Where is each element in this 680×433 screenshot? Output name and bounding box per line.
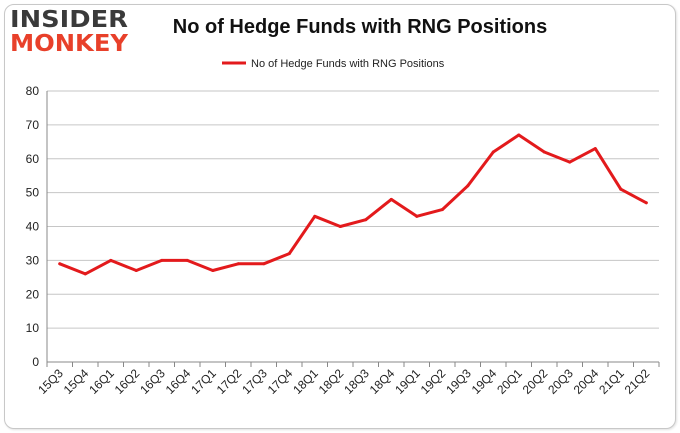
x-tick-label: 18Q1: [290, 366, 321, 397]
chart-title: No of Hedge Funds with RNG Positions: [173, 16, 547, 38]
data-point: [644, 201, 648, 205]
data-point: [466, 184, 470, 188]
data-point: [287, 252, 291, 256]
data-point: [262, 262, 266, 266]
data-point: [517, 133, 521, 137]
data-point: [542, 150, 546, 154]
data-point: [491, 150, 495, 154]
data-point: [313, 214, 317, 218]
data-point: [134, 269, 138, 273]
data-point: [338, 225, 342, 228]
x-tick-label: 20Q1: [494, 366, 525, 397]
y-tick-label: 40: [26, 220, 40, 234]
x-tick-label: 18Q4: [367, 366, 398, 397]
data-point: [389, 197, 393, 201]
y-tick-labels: 0 10 20 30 40 50 60 70 80: [26, 84, 40, 369]
data-point: [440, 208, 444, 212]
legend-label: No of Hedge Funds with RNG Positions: [251, 58, 445, 70]
data-point: [58, 262, 62, 266]
x-tick-label: 20Q3: [545, 366, 576, 397]
data-point: [568, 160, 572, 164]
y-tick-label: 30: [26, 253, 40, 267]
data-point: [109, 258, 113, 262]
insider-monkey-logo: INSIDER MONKEY: [10, 7, 128, 57]
logo-line2: MONKEY: [10, 31, 128, 57]
data-point: [160, 258, 164, 262]
x-tick-label: 16Q3: [137, 366, 168, 397]
y-tick-label: 20: [26, 287, 40, 301]
data-point: [236, 262, 240, 266]
y-tick-label: 70: [26, 118, 40, 132]
x-tick-label: 17Q3: [239, 366, 270, 397]
y-tick-label: 10: [26, 321, 40, 335]
data-point: [415, 214, 419, 218]
data-point: [185, 258, 189, 262]
x-tick-label: 15Q4: [61, 366, 92, 397]
x-tick-label: 21Q1: [596, 366, 627, 397]
chart-frame: [4, 4, 676, 429]
x-tick-label: 16Q2: [112, 366, 143, 397]
x-tick-label: 17Q2: [214, 366, 245, 397]
x-tick-label: 16Q4: [163, 366, 194, 397]
x-tick-label: 19Q4: [469, 366, 500, 397]
y-tick-label: 50: [26, 186, 40, 200]
logo-line1: INSIDER: [10, 7, 128, 33]
data-point: [593, 147, 597, 151]
series-line: [58, 133, 648, 276]
data-point: [364, 218, 368, 222]
x-tick-label: 18Q2: [316, 366, 347, 397]
data-point: [83, 272, 87, 276]
x-tick-label: 21Q2: [622, 366, 653, 397]
x-tick-label: 17Q1: [188, 366, 219, 397]
x-tick-labels: 15Q315Q416Q116Q216Q316Q417Q117Q217Q317Q4…: [35, 366, 652, 397]
x-tick-label: 18Q3: [341, 366, 372, 397]
axes: [46, 91, 660, 367]
legend: No of Hedge Funds with RNG Positions: [222, 58, 445, 70]
x-tick-label: 19Q3: [443, 366, 474, 397]
x-tick-label: 20Q4: [571, 366, 602, 397]
y-tick-label: 80: [26, 84, 40, 98]
y-tick-label: 60: [26, 152, 40, 166]
series-layer: [58, 133, 648, 276]
x-tick-label: 17Q4: [265, 366, 296, 397]
gridlines: [47, 90, 659, 329]
x-tick-label: 20Q2: [520, 366, 551, 397]
x-tick-label: 19Q2: [418, 366, 449, 397]
x-tick-label: 19Q1: [392, 366, 423, 397]
data-point: [619, 187, 623, 191]
x-tick-label: 15Q3: [35, 366, 66, 397]
x-tick-label: 16Q1: [86, 366, 117, 397]
y-tick-label: 0: [32, 355, 39, 369]
data-point: [211, 269, 215, 273]
